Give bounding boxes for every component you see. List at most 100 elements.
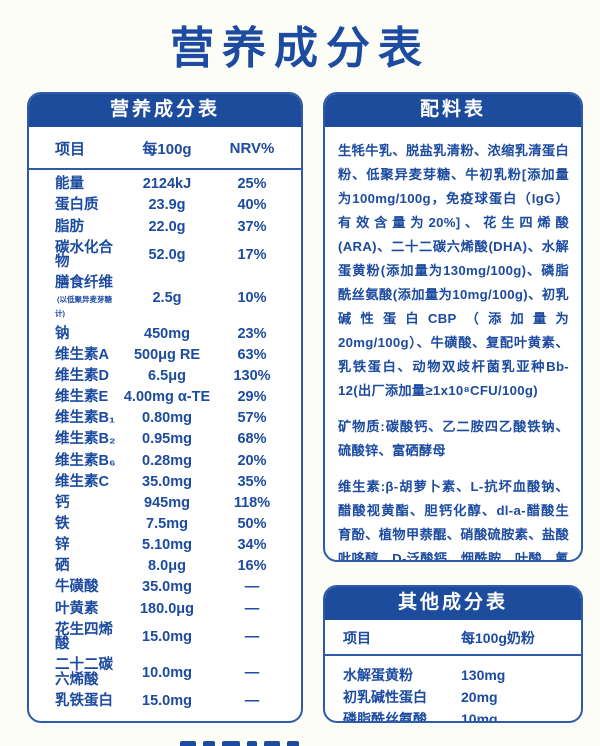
nutrient-name: 维生素B₁ [55,410,115,427]
cutoff-mark [180,741,196,746]
ingredients-paragraph: 矿物质:碳酸钙、乙二胺四乙酸铁钠、硫酸锌、富硒酵母 [338,419,569,458]
nutrient-amount: 5.10mg [142,537,192,554]
component-amount: 10mg [461,711,498,723]
nutrient-name: 膳食纤维(以低聚异麦芽糖计) [55,275,113,319]
nutrient-nrv: — [244,579,260,596]
other-components-header: 其他成分表 [325,587,581,620]
nutrient-name: 蛋白质 [55,197,99,214]
cutoff-mark [287,741,299,746]
other-column-per100g-label: 每100g奶粉 [461,630,535,646]
nutrient-nrv: 63% [237,346,267,363]
table-row: 叶黄素 180.0μg — [55,600,287,617]
nutrient-amount: 500μg RE [133,346,201,363]
table-row: 铁 7.5mg 50% [55,517,287,532]
table-row: 蛋白质 23.9g 40% [55,198,287,213]
ingredients-panel: 配料表 生牦牛乳、脱盐乳清粉、浓缩乳清蛋白粉、低聚异麦芽糖、牛初乳粉[添加量为1… [323,92,583,562]
nutrient-nrv: 130% [233,367,271,384]
table-row: 膳食纤维(以低聚异麦芽糖计) 2.5g 10% [55,276,287,320]
nutrient-nrv: 68% [237,431,267,448]
nutrient-amount: 35.0mg [142,579,192,596]
table-row: 钠 450mg 23% [55,325,287,342]
column-item-label: 项目 [55,141,86,158]
nutrient-amount: 15.0mg [142,693,192,710]
column-nrv-label: NRV% [229,140,275,157]
nutrient-amount: 945mg [144,494,190,511]
table-row: 维生素B₁ 0.80mg 57% [55,411,287,426]
nutrient-name: 乳铁蛋白 [55,693,113,710]
nutrition-column-header: 项目 每100g NRV% [29,127,301,170]
other-components-panel: 其他成分表 项目 每100g奶粉 水解蛋黄粉 130mg 初乳碱性蛋白 20mg… [323,585,583,723]
nutrient-name: 二十二碳六烯酸 [55,657,113,688]
table-row: 维生素E 4.00mg α-TE 29% [55,390,287,405]
component-name: 水解蛋黄粉 [343,667,413,683]
nutrient-amount: 0.28mg [142,452,192,469]
nutrient-amount: 4.00mg α-TE [123,389,211,406]
table-row: 维生素B₆ 0.28mg 20% [55,452,287,469]
component-name: 磷脂酰丝氨酸 [343,711,427,723]
nutrition-rows: 能量 2124kJ 25% 蛋白质 23.9g 40% 脂肪 22.0g 37%… [29,170,301,721]
ingredients-paragraph: 生牦牛乳、脱盐乳清粉、浓缩乳清蛋白粉、低聚异麦芽糖、牛初乳粉[添加量为100mg… [338,143,569,398]
nutrient-name: 锌 [55,537,70,554]
ingredients-header: 配料表 [325,94,581,127]
nutrient-nrv: — [244,693,260,710]
nutrient-amount: 6.5μg [148,367,186,384]
nutrient-name: 牛磺酸 [55,579,99,596]
nutrient-nrv: — [244,664,260,681]
nutrient-amount: 23.9g [148,197,186,214]
nutrient-name: 铁 [55,516,70,533]
cutoff-mark [247,741,257,746]
nutrient-amount: 180.0μg [139,600,194,617]
nutrient-name: 花生四烯酸 [55,621,113,653]
table-row: 水解蛋黄粉 130mg [343,664,571,686]
nutrient-amount: 450mg [144,325,190,342]
table-row: 二十二碳六烯酸 10.0mg — [55,658,287,687]
table-row: 乳铁蛋白 15.0mg — [55,694,287,709]
nutrient-nrv: 10% [237,289,267,306]
nutrient-amount: 7.5mg [146,516,188,533]
nutrient-name: 碳水化合物 [55,239,113,271]
nutrient-nrv: 16% [237,558,267,575]
other-rows: 水解蛋黄粉 130mg 初乳碱性蛋白 20mg 磷脂酰丝氨酸 10mg [325,656,581,723]
nutrient-nrv: 29% [237,389,267,406]
nutrient-nrv: 118% [233,494,271,511]
nutrient-amount: 10.0mg [142,664,192,681]
nutrient-name: 脂肪 [55,218,84,235]
nutrient-name: 维生素A [55,346,109,363]
nutrient-name: 钙 [55,494,70,511]
nutrition-facts-header: 营养成分表 [29,94,301,127]
nutrient-nrv: 50% [237,516,267,533]
other-column-header: 项目 每100g奶粉 [325,620,581,656]
cutoff-mark [203,741,215,746]
nutrient-name: 叶黄素 [55,600,99,617]
nutrient-amount: 0.80mg [142,410,192,427]
component-amount: 20mg [461,689,498,705]
cutoff-text-fragment [180,741,380,746]
nutrient-note: (以低聚异麦芽糖计) [55,294,112,319]
table-row: 牛磺酸 35.0mg — [55,580,287,595]
nutrient-name: 维生素E [55,389,109,406]
table-row: 能量 2124kJ 25% [55,177,287,192]
nutrient-nrv: 57% [237,410,267,427]
table-row: 碳水化合物 52.0g 17% [55,241,287,270]
nutrient-nrv: 25% [237,176,267,193]
nutrient-nrv: 20% [237,452,267,469]
nutrient-nrv: 37% [237,218,267,235]
nutrient-name: 钠 [55,325,70,342]
ingredients-paragraph: 维生素:β-胡萝卜素、L-抗坏血酸钠、醋酸视黄酯、胆钙化醇、dl-a-醋酸生育酚… [338,479,569,562]
nutrient-name: 硒 [55,558,70,575]
nutrient-amount: 2.5g [152,289,182,306]
nutrient-amount: 0.95mg [142,431,192,448]
nutrient-name: 维生素B₂ [55,431,116,448]
cutoff-mark [264,741,280,746]
page-title: 营养成分表 [170,24,430,73]
table-row: 磷脂酰丝氨酸 10mg [343,708,571,723]
table-row: 维生素D 6.5μg 130% [55,369,287,384]
nutrient-nrv: — [244,629,260,646]
nutrient-amount: 15.0mg [142,629,192,646]
nutrient-amount: 35.0mg [142,473,192,490]
nutrient-nrv: — [244,600,260,617]
ingredients-body: 生牦牛乳、脱盐乳清粉、浓缩乳清蛋白粉、低聚异麦芽糖、牛初乳粉[添加量为100mg… [325,127,581,562]
other-column-item-label: 项目 [343,630,371,646]
nutrition-facts-panel: 营养成分表 项目 每100g NRV% 能量 2124kJ 25% 蛋白质 23… [27,92,303,723]
cutoff-mark [222,741,240,746]
